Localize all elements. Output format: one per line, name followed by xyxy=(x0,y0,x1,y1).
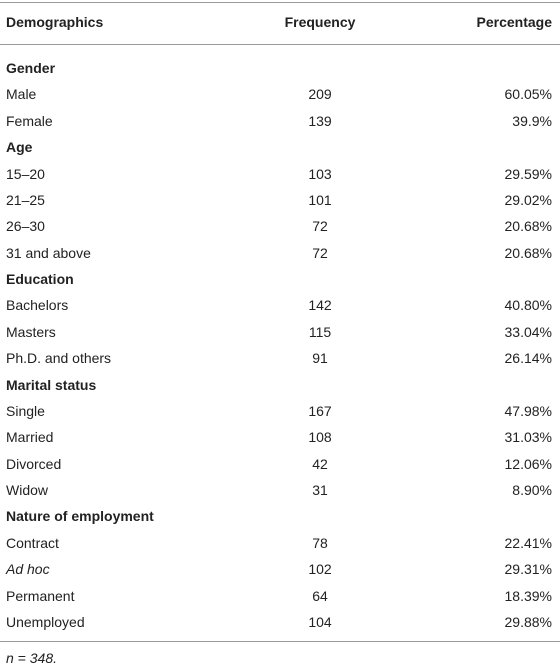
percentage-cell: 22.41% xyxy=(504,534,552,551)
percentage-cell: 18.39% xyxy=(504,587,552,604)
label-cell: Contract xyxy=(6,534,59,551)
label-cell: Male xyxy=(6,86,37,103)
section-title: Age xyxy=(6,139,33,156)
percentage-cell: 8.90% xyxy=(512,482,552,499)
percentage-cell: 20.68% xyxy=(504,244,552,261)
frequency-cell: 101 xyxy=(308,191,332,208)
frequency-cell: 78 xyxy=(312,534,328,551)
label-cell: 26–30 xyxy=(6,218,45,235)
frequency-cell: 72 xyxy=(312,218,328,235)
percentage-cell: 40.80% xyxy=(504,297,552,314)
frequency-cell: 139 xyxy=(308,112,332,129)
label-cell: Bachelors xyxy=(6,297,69,314)
section-title: Nature of employment xyxy=(6,508,154,525)
frequency-cell: 209 xyxy=(308,86,332,103)
percentage-cell: 29.88% xyxy=(504,613,552,630)
percentage-cell: 12.06% xyxy=(504,455,552,472)
percentage-cell: 39.9% xyxy=(512,112,552,129)
frequency-cell: 115 xyxy=(308,323,332,340)
label-cell: Married xyxy=(6,429,54,446)
percentage-cell: 20.68% xyxy=(504,218,552,235)
frequency-cell: 103 xyxy=(308,165,332,182)
section-title: Gender xyxy=(6,60,56,76)
header-rule xyxy=(0,44,560,45)
percentage-cell: 60.05% xyxy=(504,86,552,103)
percentage-cell: 29.02% xyxy=(504,191,552,208)
bottom-rule xyxy=(0,641,560,642)
footnote: n = 348. xyxy=(6,650,57,666)
header-cell: Demographics xyxy=(6,14,104,30)
label-cell: Widow xyxy=(6,482,49,499)
frequency-cell: 64 xyxy=(312,587,328,604)
label-cell: Female xyxy=(6,112,53,129)
label-cell: Masters xyxy=(6,323,56,340)
frequency-cell: 72 xyxy=(312,244,328,261)
frequency-cell: 102 xyxy=(308,561,332,578)
header-cell: Percentage xyxy=(476,14,552,30)
label-cell: Single xyxy=(6,402,45,419)
frequency-cell: 91 xyxy=(312,350,328,367)
percentage-cell: 33.04% xyxy=(504,323,552,340)
percentage-cell: 29.31% xyxy=(504,561,552,578)
percentage-cell: 29.59% xyxy=(504,165,552,182)
label-cell: 15–20 xyxy=(6,165,45,182)
label-cell: Unemployed xyxy=(6,613,85,630)
percentage-cell: 31.03% xyxy=(504,429,552,446)
label-cell: Ad hoc xyxy=(6,561,50,578)
frequency-cell: 104 xyxy=(308,613,332,630)
section-title: Education xyxy=(6,271,74,288)
label-cell: Divorced xyxy=(6,455,62,472)
frequency-cell: 167 xyxy=(308,402,332,419)
frequency-cell: 42 xyxy=(312,455,328,472)
frequency-cell: 142 xyxy=(308,297,332,314)
section-title: Marital status xyxy=(6,376,97,393)
label-cell: 31 and above xyxy=(6,244,91,261)
top-rule xyxy=(0,2,560,3)
frequency-cell: 31 xyxy=(312,482,328,499)
label-cell: 21–25 xyxy=(6,191,45,208)
label-cell: Ph.D. and others xyxy=(6,350,112,367)
percentage-cell: 47.98% xyxy=(504,402,552,419)
header-cell: Frequency xyxy=(284,14,356,30)
percentage-cell: 26.14% xyxy=(504,350,552,367)
label-cell: Permanent xyxy=(6,587,75,604)
frequency-cell: 108 xyxy=(308,429,332,446)
